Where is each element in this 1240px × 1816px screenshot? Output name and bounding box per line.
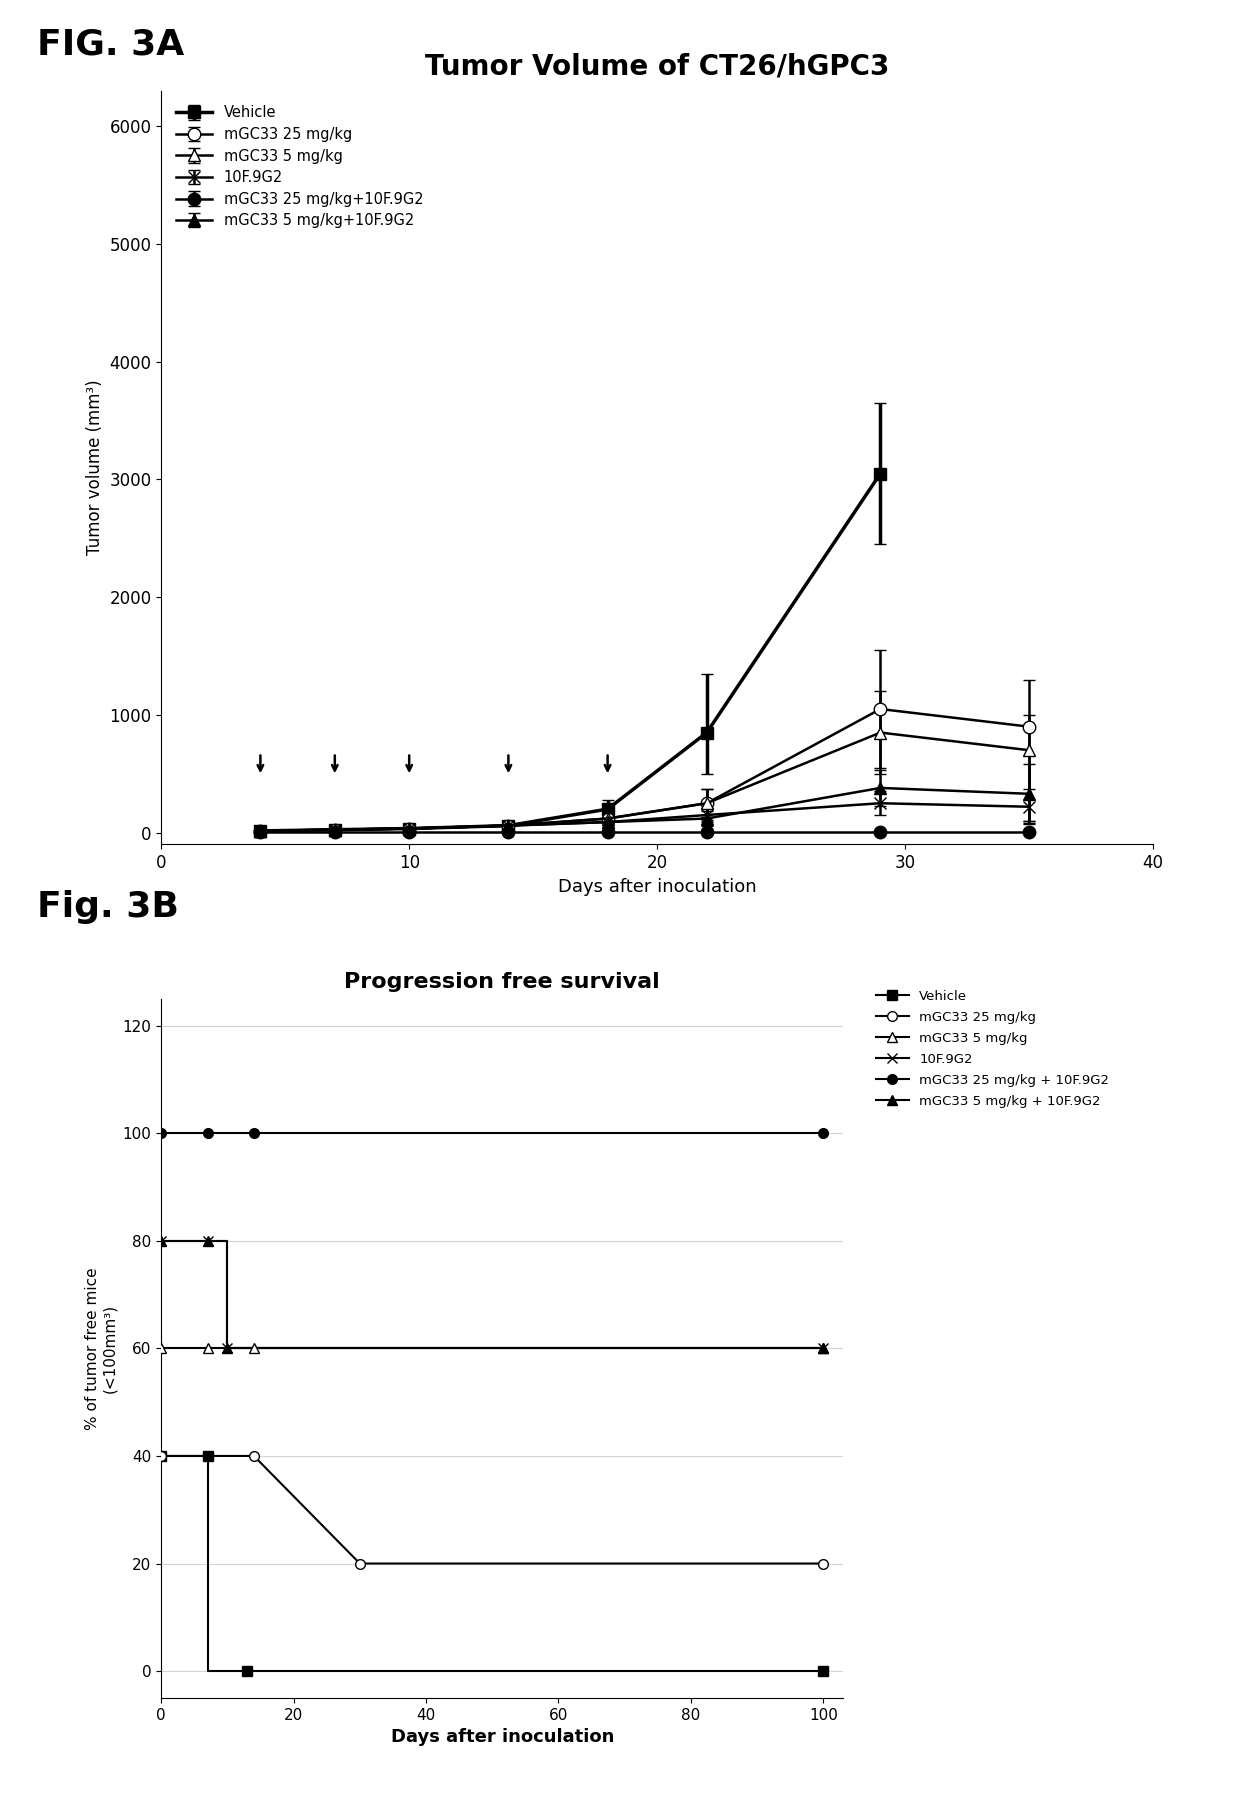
10F.9G2 bbox=[219, 1337, 234, 1358]
Text: FIG. 3A: FIG. 3A bbox=[37, 27, 185, 62]
mGC33 5 mg/kg + 10F.9G2 bbox=[816, 1337, 831, 1358]
mGC33 5 mg/kg bbox=[816, 1337, 831, 1358]
mGC33 25 mg/kg bbox=[816, 1553, 831, 1574]
10F.9G2 bbox=[200, 1229, 215, 1251]
mGC33 25 mg/kg bbox=[352, 1553, 367, 1574]
Vehicle bbox=[816, 1660, 831, 1682]
Line: mGC33 5 mg/kg + 10F.9G2: mGC33 5 mg/kg + 10F.9G2 bbox=[156, 1237, 828, 1353]
Y-axis label: Tumor volume (mm³): Tumor volume (mm³) bbox=[86, 380, 104, 556]
mGC33 25 mg/kg bbox=[154, 1446, 169, 1467]
mGC33 25 mg/kg + 10F.9G2 bbox=[154, 1122, 169, 1144]
Legend: Vehicle, mGC33 25 mg/kg, mGC33 5 mg/kg, 10F.9G2, mGC33 25 mg/kg + 10F.9G2, mGC33: Vehicle, mGC33 25 mg/kg, mGC33 5 mg/kg, … bbox=[870, 984, 1115, 1113]
mGC33 25 mg/kg + 10F.9G2 bbox=[247, 1122, 262, 1144]
mGC33 25 mg/kg bbox=[247, 1446, 262, 1467]
Vehicle bbox=[239, 1660, 254, 1682]
10F.9G2 bbox=[816, 1337, 831, 1358]
Title: Tumor Volume of CT26/hGPC3: Tumor Volume of CT26/hGPC3 bbox=[425, 53, 889, 80]
Title: Progression free survival: Progression free survival bbox=[345, 972, 660, 992]
Line: Vehicle: Vehicle bbox=[156, 1451, 828, 1676]
mGC33 5 mg/kg bbox=[247, 1337, 262, 1358]
Text: Fig. 3B: Fig. 3B bbox=[37, 890, 179, 924]
mGC33 25 mg/kg + 10F.9G2 bbox=[200, 1122, 215, 1144]
X-axis label: Days after inoculation: Days after inoculation bbox=[558, 877, 756, 895]
Legend: Vehicle, mGC33 25 mg/kg, mGC33 5 mg/kg, 10F.9G2, mGC33 25 mg/kg+10F.9G2, mGC33 5: Vehicle, mGC33 25 mg/kg, mGC33 5 mg/kg, … bbox=[169, 98, 430, 236]
Line: mGC33 25 mg/kg + 10F.9G2: mGC33 25 mg/kg + 10F.9G2 bbox=[156, 1128, 828, 1139]
X-axis label: Days after inoculation: Days after inoculation bbox=[391, 1729, 614, 1747]
mGC33 5 mg/kg + 10F.9G2 bbox=[154, 1229, 169, 1251]
Line: mGC33 5 mg/kg: mGC33 5 mg/kg bbox=[156, 1344, 828, 1353]
mGC33 5 mg/kg bbox=[200, 1337, 215, 1358]
mGC33 5 mg/kg + 10F.9G2 bbox=[219, 1337, 234, 1358]
Vehicle bbox=[200, 1446, 215, 1467]
Vehicle bbox=[154, 1446, 169, 1467]
10F.9G2 bbox=[154, 1229, 169, 1251]
mGC33 25 mg/kg + 10F.9G2 bbox=[816, 1122, 831, 1144]
Line: 10F.9G2: 10F.9G2 bbox=[156, 1237, 828, 1353]
Y-axis label: % of tumor free mice
(<100mm³): % of tumor free mice (<100mm³) bbox=[84, 1268, 117, 1429]
Line: mGC33 25 mg/kg: mGC33 25 mg/kg bbox=[156, 1451, 828, 1569]
mGC33 5 mg/kg bbox=[154, 1337, 169, 1358]
mGC33 5 mg/kg + 10F.9G2 bbox=[200, 1229, 215, 1251]
